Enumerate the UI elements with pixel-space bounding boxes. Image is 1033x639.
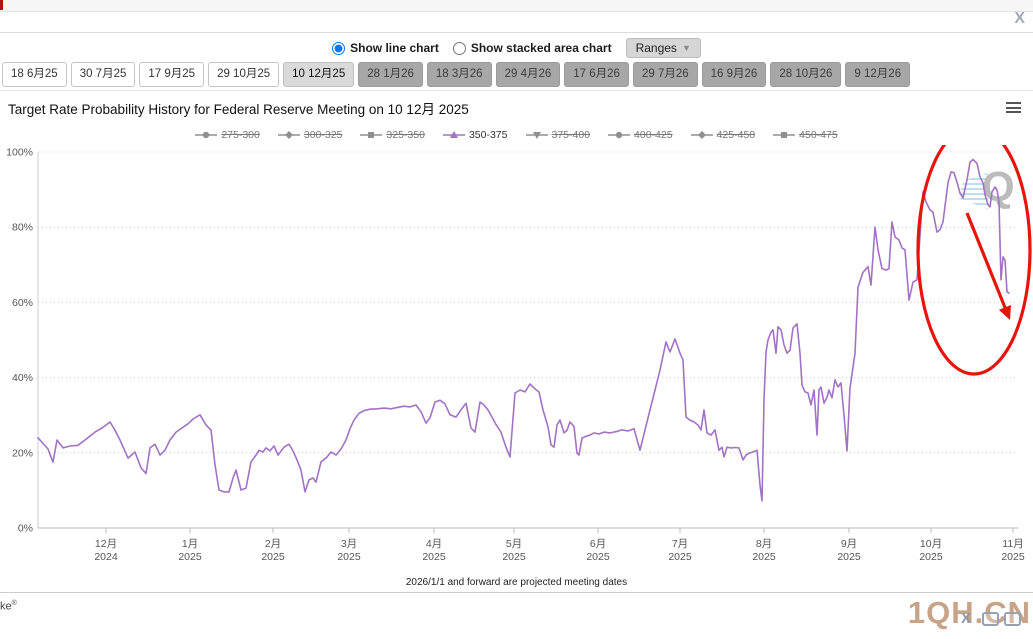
window-icon[interactable]	[1004, 612, 1021, 626]
legend-label: 300-325	[303, 129, 343, 141]
meeting-date-tabs: 18 6月25 30 7月25 17 9月25 29 10月25 10 12月25 28 …	[2, 62, 1031, 87]
y-axis-tick-label: 20%	[12, 447, 33, 459]
chart-menu-icon[interactable]	[1006, 102, 1021, 113]
x-axis-month-label: 1月	[182, 538, 198, 550]
x-axis-month-label: 12月	[95, 538, 117, 550]
top-strip	[0, 0, 1033, 12]
probability-line-350-375	[37, 158, 1010, 502]
x-axis-year-label: 2024	[94, 551, 118, 563]
tabs-divider	[0, 90, 1033, 91]
radio-area-input[interactable]	[452, 41, 466, 55]
tab-meeting-28-1月26[interactable]: 28 1月26	[358, 62, 423, 87]
tab-meeting-18-6月25[interactable]: 18 6月25	[2, 62, 67, 87]
legend-item-325-350[interactable]: 325-350	[360, 129, 425, 141]
triangle-up-marker-icon	[442, 131, 465, 138]
y-axis-tick-label: 100%	[6, 147, 33, 159]
annotation-arrow-shaft	[965, 212, 1009, 314]
x-axis-year-label: 2025	[422, 551, 446, 563]
legend-label: 350-375	[468, 129, 508, 141]
x-axis-month-label: 3月	[341, 538, 357, 550]
legend-label: 275-300	[221, 129, 260, 141]
chevron-down-icon: ▼	[681, 43, 691, 53]
tab-meeting-28-10月26[interactable]: 28 10月26	[770, 62, 842, 87]
diamond-marker-icon	[690, 131, 713, 139]
x-axis-month-label: 9月	[841, 538, 857, 550]
top-left-red-sliver	[0, 0, 3, 10]
legend-item-425-450[interactable]: 425-450	[690, 129, 756, 141]
x-axis-month-label: 7月	[672, 538, 688, 550]
x-axis-month-label: 5月	[506, 538, 522, 550]
annotation-arrowhead-icon	[998, 305, 1011, 320]
tab-meeting-17-9月25[interactable]: 17 9月25	[139, 62, 205, 87]
x-social-icon[interactable]: X	[960, 610, 971, 627]
legend-item-400-425[interactable]: 400-425	[608, 129, 673, 141]
x-axis-month-label: 6月	[590, 538, 606, 550]
y-axis-tick-label: 40%	[12, 372, 33, 384]
ranges-label: Ranges	[635, 41, 677, 55]
window-icon[interactable]	[982, 612, 999, 626]
x-axis-year-label: 2025	[752, 551, 776, 563]
chart-title: Target Rate Probability History for Fede…	[8, 102, 469, 117]
tab-meeting-29-4月26[interactable]: 29 4月26	[495, 62, 561, 87]
radio-area-label: Show stacked area chart	[470, 41, 612, 55]
circle-marker-icon	[608, 131, 631, 139]
diamond-marker-icon	[277, 131, 300, 139]
legend-item-450-475[interactable]: 450-475	[773, 129, 838, 141]
x-axis-month-label: 8月	[756, 538, 772, 550]
legend-label: 325-350	[386, 129, 425, 141]
x-axis-year-label: 2025	[178, 551, 202, 563]
square-marker-icon	[773, 132, 796, 138]
legend-item-275-300[interactable]: 275-300	[195, 129, 260, 141]
tab-meeting-17-6月26[interactable]: 17 6月26	[564, 62, 629, 87]
show-stacked-area-radio[interactable]: Show stacked area chart	[452, 41, 612, 55]
square-marker-icon	[360, 132, 383, 138]
legend-item-300-325[interactable]: 300-325	[277, 129, 343, 141]
x-axis-year-label: 2025	[837, 551, 861, 563]
show-line-chart-radio[interactable]: Show line chart	[332, 41, 439, 55]
radio-line-input[interactable]	[332, 41, 346, 55]
tab-meeting-10-12月25[interactable]: 10 12月25	[283, 62, 355, 87]
annotation-ellipse	[916, 145, 1032, 376]
y-axis-tick-label: 60%	[12, 297, 33, 309]
tab-meeting-16-9月26[interactable]: 16 9月26	[701, 62, 767, 87]
x-axis-year-label: 2025	[1001, 551, 1025, 563]
radio-line-label: Show line chart	[350, 41, 439, 55]
footer-divider	[0, 592, 1033, 593]
y-axis-tick-label: 0%	[18, 523, 33, 535]
y-axis-tick-label: 80%	[12, 222, 33, 234]
x-axis-year-label: 2025	[502, 551, 526, 563]
tab-meeting-29-10月25[interactable]: 29 10月25	[208, 62, 280, 87]
projected-dates-footnote: 2026/1/1 and forward are projected meeti…	[405, 577, 628, 588]
legend-label: 400-425	[634, 129, 673, 141]
close-icon[interactable]: X	[1014, 10, 1025, 27]
x-axis-month-label: 4月	[426, 538, 442, 550]
header-divider	[0, 32, 1033, 33]
legend-item-375-400[interactable]: 375-400	[525, 129, 591, 141]
tab-meeting-30-7月25[interactable]: 30 7月25	[70, 62, 136, 87]
partial-logo-text: ke®	[0, 600, 17, 613]
x-axis-year-label: 2025	[261, 551, 285, 563]
x-axis-month-label: 2月	[265, 538, 281, 550]
ranges-dropdown[interactable]: Ranges ▼	[625, 38, 701, 58]
x-axis-year-label: 2025	[337, 551, 361, 563]
legend-label: 425-450	[716, 129, 756, 141]
x-axis-month-label: 11月	[1002, 538, 1023, 550]
x-axis-year-label: 2025	[668, 551, 692, 563]
probability-history-chart: 0%20%40%60%80%100%12月20241月20252月20253月2…	[6, 145, 1032, 563]
tab-meeting-18-3月26[interactable]: 18 3月26	[426, 62, 492, 87]
x-axis-month-label: 10月	[920, 538, 942, 550]
legend-label: 450-475	[799, 129, 838, 141]
x-axis-year-label: 2025	[919, 551, 943, 563]
legend-item-350-375[interactable]: 350-375	[442, 129, 508, 141]
circle-marker-icon	[195, 131, 218, 139]
tab-meeting-9-12月26[interactable]: 9 12月26	[845, 62, 911, 87]
triangle-down-marker-icon	[525, 132, 548, 139]
chart-type-controls: Show line chart Show stacked area chart …	[0, 36, 1033, 60]
legend-label: 375-400	[551, 129, 591, 141]
chart-legend: 275-300 300-325 325-350 350-375 375-400 400-4…	[0, 129, 1033, 141]
x-axis-year-label: 2025	[586, 551, 610, 563]
tab-meeting-29-7月26[interactable]: 29 7月26	[632, 62, 698, 87]
